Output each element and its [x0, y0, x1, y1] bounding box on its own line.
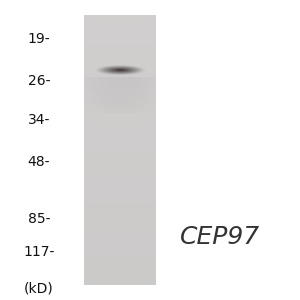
- Text: CEP97: CEP97: [180, 225, 260, 249]
- Text: 26-: 26-: [28, 74, 50, 88]
- Text: 48-: 48-: [28, 155, 50, 169]
- Text: 34-: 34-: [28, 113, 50, 127]
- Text: 117-: 117-: [23, 245, 55, 259]
- Text: (kD): (kD): [24, 282, 54, 296]
- Text: 85-: 85-: [28, 212, 50, 226]
- Text: 19-: 19-: [28, 32, 50, 46]
